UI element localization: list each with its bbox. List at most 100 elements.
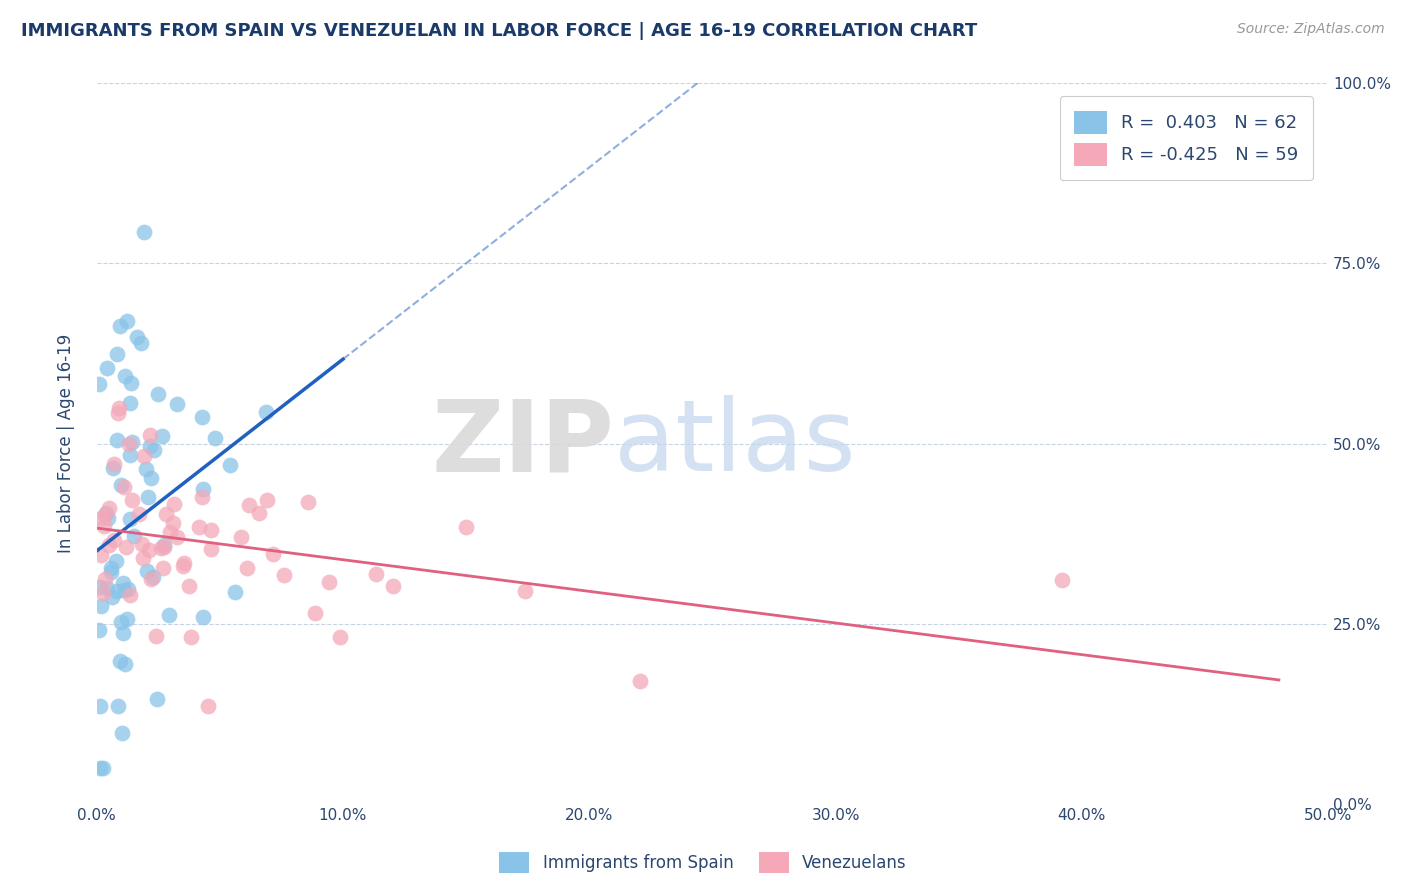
Point [117,314,139,328]
Legend: Immigrants from Spain, Venezuelans: Immigrants from Spain, Venezuelans [494,846,912,880]
Point [93,518,115,533]
Point [166,397,188,411]
Point [256,492,278,507]
Point [247,506,270,520]
Point [238,498,260,512]
Point [89,699,111,714]
Point [136,564,159,578]
Point [180,630,202,644]
Point [89,623,111,637]
Point [141,471,163,485]
Point [628,673,651,688]
Point [297,495,319,509]
Point [1050,573,1073,587]
Point [236,561,259,575]
Point [124,529,146,543]
Point [111,726,134,740]
Point [364,567,387,582]
Point [97,511,120,525]
Point [96,361,118,376]
Point [114,657,136,672]
Point [98,500,121,515]
Point [191,491,214,505]
Point [262,548,284,562]
Point [105,583,128,598]
Point [149,541,172,555]
Point [152,561,174,575]
Point [90,599,112,613]
Point [90,548,112,562]
Point [515,583,537,598]
Point [273,568,295,582]
Point [318,575,340,590]
Point [172,559,194,574]
Point [150,428,173,442]
Text: Source: ZipAtlas.com: Source: ZipAtlas.com [1237,22,1385,37]
Point [197,698,219,713]
Point [131,335,153,350]
Point [110,615,132,629]
Point [162,516,184,530]
Point [382,579,405,593]
Point [108,401,131,415]
Point [155,507,177,521]
Point [145,692,167,706]
Point [191,483,214,497]
Point [100,590,122,604]
Point [107,699,129,714]
Point [229,530,252,544]
Point [204,431,226,445]
Point [134,225,156,239]
Point [91,586,114,600]
Point [105,433,128,447]
Point [121,434,143,449]
Point [193,610,215,624]
Point [190,410,212,425]
Point [159,525,181,540]
Point [89,377,111,392]
Point [118,512,141,526]
Point [157,607,180,622]
Point [110,478,132,492]
Point [121,493,143,508]
Point [139,428,162,442]
Point [100,561,122,575]
Point [152,540,174,554]
Text: IMMIGRANTS FROM SPAIN VS VENEZUELAN IN LABOR FORCE | AGE 16-19 CORRELATION CHART: IMMIGRANTS FROM SPAIN VS VENEZUELAN IN L… [21,22,977,40]
Point [117,582,139,597]
Point [94,507,117,521]
Point [107,406,129,420]
Point [304,606,326,620]
Point [132,551,155,566]
Point [105,554,128,568]
Point [96,581,118,595]
Point [112,626,135,640]
Point [94,508,117,523]
Point [127,329,149,343]
Point [153,538,176,552]
Point [188,520,211,534]
Point [94,572,117,586]
Point [329,630,352,644]
Point [103,533,125,548]
Point [179,578,201,592]
Point [112,582,135,597]
Point [118,395,141,409]
Point [224,585,246,599]
Point [118,588,141,602]
Point [142,570,165,584]
Point [138,543,160,558]
Point [91,761,114,775]
Point [134,450,156,464]
Point [163,497,186,511]
Point [200,523,222,537]
Point [145,629,167,643]
Point [218,458,240,472]
Point [103,458,125,472]
Point [254,405,277,419]
Point [118,448,141,462]
Point [100,565,122,579]
Text: atlas: atlas [614,395,855,492]
Point [135,462,157,476]
Point [115,612,138,626]
